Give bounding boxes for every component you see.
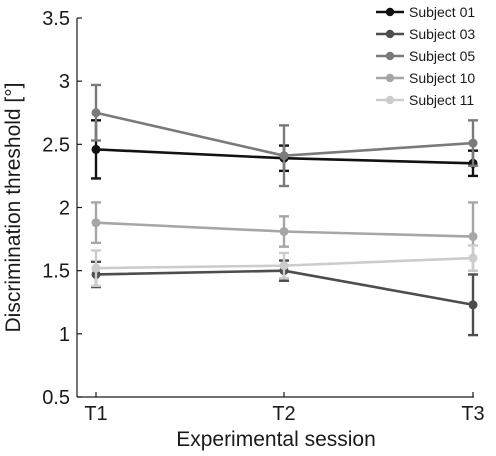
data-point [279, 261, 289, 271]
y-axis-title: Discrimination threshold [°] [2, 83, 25, 333]
y-ticks: 0.5 1 1.5 2 2.5 3 3.5 [42, 8, 82, 409]
legend-swatch-marker [385, 51, 395, 61]
y-tick-label: 3.5 [42, 8, 70, 30]
data-point [468, 232, 478, 242]
data-point [468, 253, 478, 263]
x-tick-label: T2 [272, 403, 295, 425]
y-tick-label: 2.5 [42, 134, 70, 156]
data-point [279, 151, 289, 161]
legend-swatch-marker [385, 29, 395, 39]
data-point [468, 138, 478, 148]
y-tick-label: 1 [59, 324, 70, 346]
axes: 0.5 1 1.5 2 2.5 3 3.5 T1 T2 T3 [42, 8, 484, 425]
x-tick-label: T1 [84, 403, 107, 425]
x-axis-title: Experimental session [176, 428, 376, 451]
legend-item: Subject 03 [376, 26, 475, 42]
data-point [91, 218, 101, 228]
legend-label: Subject 05 [409, 48, 475, 64]
legend-item: Subject 10 [376, 70, 475, 86]
legend-item: Subject 05 [376, 48, 475, 64]
data-point [91, 263, 101, 273]
x-ticks: T1 T2 T3 [84, 392, 485, 425]
legend: Subject 01 Subject 03 Subject 05 Subject 10… [376, 4, 475, 108]
legend-swatch-marker [385, 95, 395, 105]
data-point [279, 227, 289, 237]
legend-label: Subject 10 [409, 70, 475, 86]
y-tick-label: 0.5 [42, 387, 70, 409]
data-point [468, 300, 478, 310]
legend-item: Subject 11 [376, 92, 474, 108]
legend-label: Subject 11 [409, 92, 474, 108]
legend-label: Subject 03 [409, 26, 475, 42]
legend-label: Subject 01 [409, 4, 475, 20]
legend-item: Subject 01 [376, 4, 475, 20]
data-point [91, 108, 101, 118]
legend-swatch-marker [385, 73, 395, 83]
series-3 [91, 83, 478, 188]
series-5 [91, 244, 478, 288]
y-tick-label: 3 [59, 71, 70, 93]
y-tick-label: 1.5 [42, 261, 70, 283]
x-tick-label: T3 [461, 403, 484, 425]
legend-swatch-marker [385, 7, 395, 17]
series-layer [91, 83, 478, 337]
y-tick-label: 2 [59, 198, 70, 220]
data-point [91, 144, 101, 154]
